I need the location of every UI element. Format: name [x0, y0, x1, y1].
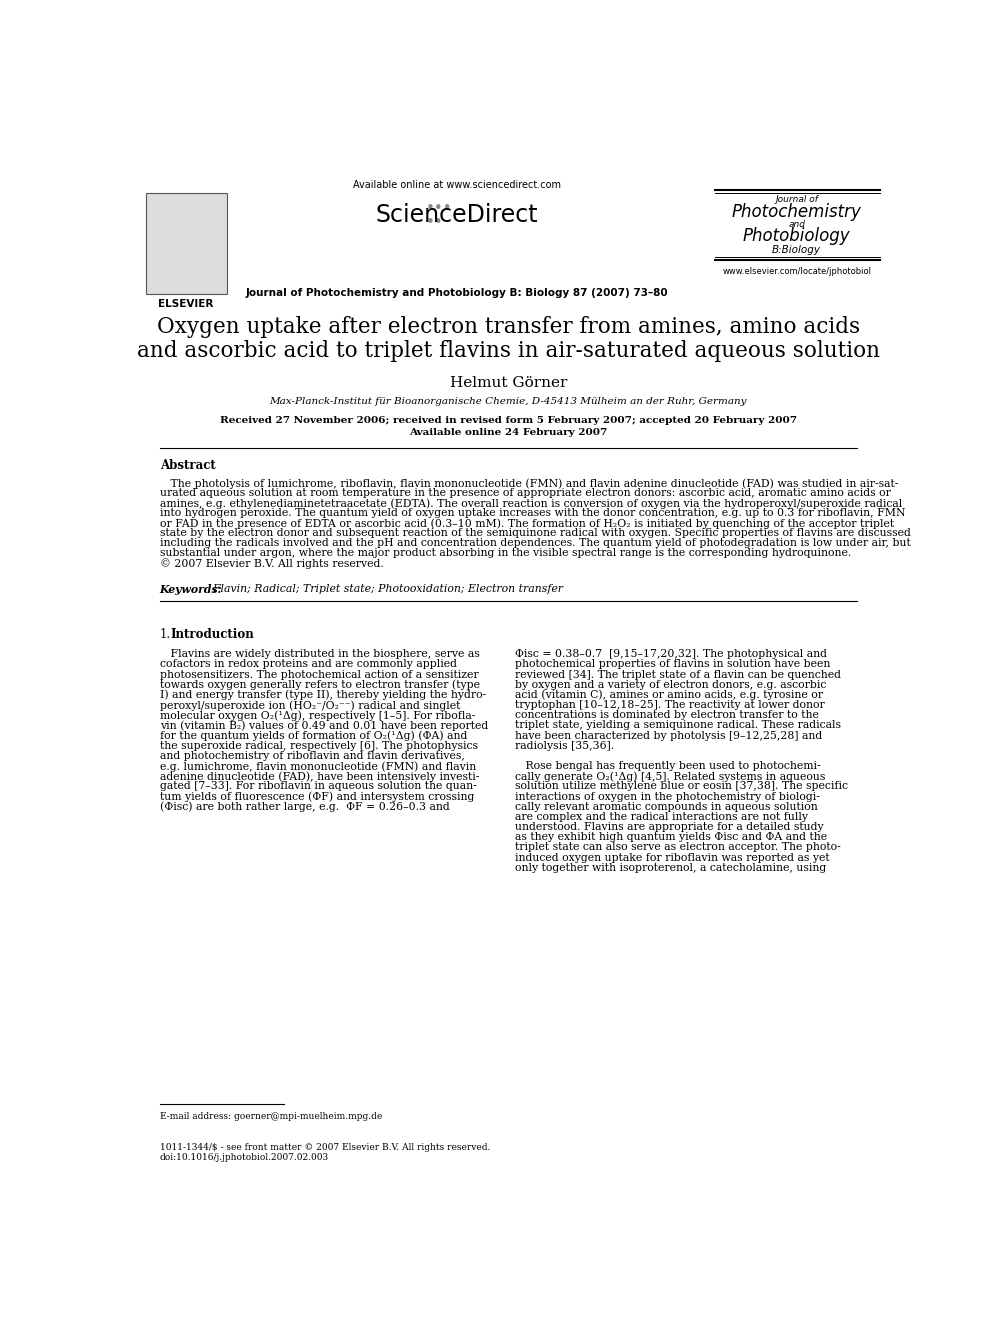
Text: cally generate O₂(¹Δg) [4,5]. Related systems in aqueous: cally generate O₂(¹Δg) [4,5]. Related sy…	[515, 771, 825, 782]
Text: have been characterized by photolysis [9–12,25,28] and: have been characterized by photolysis [9…	[515, 730, 821, 741]
Text: Received 27 November 2006; received in revised form 5 February 2007; accepted 20: Received 27 November 2006; received in r…	[220, 415, 797, 425]
Text: 1011-1344/$ - see front matter © 2007 Elsevier B.V. All rights reserved.: 1011-1344/$ - see front matter © 2007 El…	[160, 1143, 490, 1152]
Text: molecular oxygen O₂(¹Δg), respectively [1–5]. For ribofla-: molecular oxygen O₂(¹Δg), respectively […	[160, 710, 475, 721]
Text: only together with isoproterenol, a catecholamine, using: only together with isoproterenol, a cate…	[515, 863, 826, 873]
Text: B:Biology: B:Biology	[772, 245, 821, 255]
Text: including the radicals involved and the pH and concentration dependences. The qu: including the radicals involved and the …	[160, 538, 911, 548]
Text: or FAD in the presence of EDTA or ascorbic acid (0.3–10 mM). The formation of H₂: or FAD in the presence of EDTA or ascorb…	[160, 519, 894, 529]
Text: (Φisc) are both rather large, e.g.  ΦF = 0.26–0.3 and: (Φisc) are both rather large, e.g. ΦF = …	[160, 802, 449, 812]
Text: tryptophan [10–12,18–25]. The reactivity at lower donor: tryptophan [10–12,18–25]. The reactivity…	[515, 700, 824, 710]
Text: induced oxygen uptake for riboflavin was reported as yet: induced oxygen uptake for riboflavin was…	[515, 852, 829, 863]
Text: reviewed [34]. The triplet state of a flavin can be quenched: reviewed [34]. The triplet state of a fl…	[515, 669, 840, 680]
Text: photochemical properties of flavins in solution have been: photochemical properties of flavins in s…	[515, 659, 830, 669]
Text: solution utilize methylene blue or eosin [37,38]. The specific: solution utilize methylene blue or eosin…	[515, 782, 847, 791]
Text: Journal of: Journal of	[776, 194, 818, 204]
Text: Φisc = 0.38–0.7  [9,15–17,20,32]. The photophysical and: Φisc = 0.38–0.7 [9,15–17,20,32]. The pho…	[515, 650, 826, 659]
Text: photosensitizers. The photochemical action of a sensitizer: photosensitizers. The photochemical acti…	[160, 669, 478, 680]
Text: Oxygen uptake after electron transfer from amines, amino acids: Oxygen uptake after electron transfer fr…	[157, 316, 860, 337]
Text: ScienceDirect: ScienceDirect	[376, 204, 539, 228]
Text: urated aqueous solution at room temperature in the presence of appropriate elect: urated aqueous solution at room temperat…	[160, 488, 891, 499]
Text: concentrations is dominated by electron transfer to the: concentrations is dominated by electron …	[515, 710, 818, 720]
Text: Photochemistry: Photochemistry	[732, 202, 862, 221]
Text: Available online at www.sciencedirect.com: Available online at www.sciencedirect.co…	[353, 180, 561, 191]
Text: into hydrogen peroxide. The quantum yield of oxygen uptake increases with the do: into hydrogen peroxide. The quantum yiel…	[160, 508, 905, 519]
Text: for the quantum yields of formation of O₂(¹Δg) (ΦA) and: for the quantum yields of formation of O…	[160, 730, 467, 741]
Text: gated [7–33]. For riboflavin in aqueous solution the quan-: gated [7–33]. For riboflavin in aqueous …	[160, 782, 476, 791]
Text: cally relevant aromatic compounds in aqueous solution: cally relevant aromatic compounds in aqu…	[515, 802, 817, 812]
Text: e.g. lumichrome, flavin mononucleotide (FMN) and flavin: e.g. lumichrome, flavin mononucleotide (…	[160, 761, 476, 771]
Text: Flavins are widely distributed in the biosphere, serve as: Flavins are widely distributed in the bi…	[160, 650, 479, 659]
Text: peroxyl/superoxide ion (HO₂⁻/O₂⁻⁻) radical and singlet: peroxyl/superoxide ion (HO₂⁻/O₂⁻⁻) radic…	[160, 700, 460, 710]
Text: as they exhibit high quantum yields Φisc and ΦA and the: as they exhibit high quantum yields Φisc…	[515, 832, 826, 843]
Text: triplet state, yielding a semiquinone radical. These radicals: triplet state, yielding a semiquinone ra…	[515, 721, 840, 730]
Text: Flavin; Radical; Triplet state; Photooxidation; Electron transfer: Flavin; Radical; Triplet state; Photooxi…	[206, 583, 563, 594]
Text: adenine dinucleotide (FAD), have been intensively investi-: adenine dinucleotide (FAD), have been in…	[160, 771, 479, 782]
Text: and photochemistry of riboflavin and flavin derivatives,: and photochemistry of riboflavin and fla…	[160, 751, 464, 761]
Text: Helmut Görner: Helmut Görner	[449, 376, 567, 390]
Text: and ascorbic acid to triplet flavins in air-saturated aqueous solution: and ascorbic acid to triplet flavins in …	[137, 340, 880, 361]
Text: interactions of oxygen in the photochemistry of biologi-: interactions of oxygen in the photochemi…	[515, 791, 819, 802]
Text: 1.: 1.	[160, 627, 171, 640]
Text: © 2007 Elsevier B.V. All rights reserved.: © 2007 Elsevier B.V. All rights reserved…	[160, 558, 383, 569]
Text: vin (vitamin B₂) values of 0.49 and 0.01 have been reported: vin (vitamin B₂) values of 0.49 and 0.01…	[160, 721, 488, 732]
Text: radiolysis [35,36].: radiolysis [35,36].	[515, 741, 614, 750]
Text: and: and	[789, 220, 806, 229]
Text: the superoxide radical, respectively [6]. The photophysics: the superoxide radical, respectively [6]…	[160, 741, 478, 750]
Text: cofactors in redox proteins and are commonly applied: cofactors in redox proteins and are comm…	[160, 659, 456, 669]
Text: Keywords:: Keywords:	[160, 583, 222, 595]
Text: Abstract: Abstract	[160, 459, 215, 472]
Text: Rose bengal has frequently been used to photochemi-: Rose bengal has frequently been used to …	[515, 761, 820, 771]
Text: tum yields of fluorescence (ΦF) and intersystem crossing: tum yields of fluorescence (ΦF) and inte…	[160, 791, 474, 802]
Text: Available online 24 February 2007: Available online 24 February 2007	[410, 429, 607, 438]
Text: towards oxygen generally refers to electron transfer (type: towards oxygen generally refers to elect…	[160, 680, 480, 691]
Text: are complex and the radical interactions are not fully: are complex and the radical interactions…	[515, 812, 807, 822]
Text: state by the electron donor and subsequent reaction of the semiquinone radical w: state by the electron donor and subseque…	[160, 528, 911, 538]
Text: Max-Planck-Institut für Bioanorganische Chemie, D-45413 Mülheim an der Ruhr, Ger: Max-Planck-Institut für Bioanorganische …	[270, 397, 747, 406]
Text: doi:10.1016/j.jphotobiol.2007.02.003: doi:10.1016/j.jphotobiol.2007.02.003	[160, 1152, 328, 1162]
Text: The photolysis of lumichrome, riboflavin, flavin mononucleotide (FMN) and flavin: The photolysis of lumichrome, riboflavin…	[160, 479, 898, 490]
Text: •••
••: ••• ••	[427, 201, 453, 230]
Text: substantial under argon, where the major product absorbing in the visible spectr: substantial under argon, where the major…	[160, 548, 851, 558]
Text: amines, e.g. ethylenediaminetetraacetate (EDTA). The overall reaction is convers: amines, e.g. ethylenediaminetetraacetate…	[160, 499, 902, 509]
Text: triplet state can also serve as electron acceptor. The photo-: triplet state can also serve as electron…	[515, 843, 840, 852]
Bar	[146, 193, 227, 294]
Text: I) and energy transfer (type II), thereby yielding the hydro-: I) and energy transfer (type II), thereb…	[160, 689, 486, 700]
Text: by oxygen and a variety of electron donors, e.g. ascorbic: by oxygen and a variety of electron dono…	[515, 680, 826, 689]
Text: acid (vitamin C), amines or amino acids, e.g. tyrosine or: acid (vitamin C), amines or amino acids,…	[515, 689, 822, 700]
Text: Journal of Photochemistry and Photobiology B: Biology 87 (2007) 73–80: Journal of Photochemistry and Photobiolo…	[246, 288, 669, 298]
Text: E-mail address: goerner@mpi-muelheim.mpg.de: E-mail address: goerner@mpi-muelheim.mpg…	[160, 1113, 382, 1121]
Text: ELSEVIER: ELSEVIER	[159, 299, 213, 308]
Text: Introduction: Introduction	[171, 627, 254, 640]
Text: Photobiology: Photobiology	[743, 228, 850, 245]
Text: www.elsevier.com/locate/jphotobiol: www.elsevier.com/locate/jphotobiol	[722, 266, 871, 275]
Text: understood. Flavins are appropriate for a detailed study: understood. Flavins are appropriate for …	[515, 822, 823, 832]
